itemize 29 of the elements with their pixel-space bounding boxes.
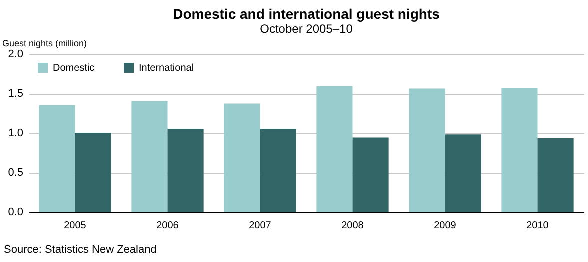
- bar: [502, 88, 538, 212]
- chart-title: Domestic and international guest nights: [173, 6, 440, 22]
- chart-subtitle: October 2005–10: [260, 22, 354, 36]
- x-tick-label: 2007: [249, 220, 272, 232]
- x-tick-label: 2005: [64, 220, 87, 232]
- source-note: Source: Statistics New Zealand: [4, 244, 157, 256]
- bar: [260, 129, 296, 212]
- bar: [75, 133, 112, 212]
- bar: [409, 88, 446, 212]
- bar: [224, 104, 260, 212]
- bar: [316, 86, 353, 212]
- y-tick-label: 2.0: [8, 48, 24, 60]
- y-tick-label: 1.0: [8, 128, 24, 140]
- legend-label: Domestic: [53, 63, 95, 74]
- y-tick-label: 1.5: [8, 88, 24, 100]
- y-tick-label: 0.5: [8, 167, 24, 179]
- x-tick-label: 2009: [434, 220, 457, 232]
- x-tick-label: 2008: [342, 220, 364, 232]
- legend-label: International: [139, 63, 194, 74]
- bar: [445, 134, 482, 212]
- bar: [168, 129, 204, 212]
- bar: [352, 138, 389, 212]
- bar: [132, 101, 168, 212]
- bar: [538, 138, 574, 212]
- x-tick-label: 2006: [156, 220, 180, 232]
- y-axis-title: Guest nights (million): [2, 38, 88, 48]
- x-tick-label: 2010: [526, 220, 550, 232]
- bar: [39, 105, 76, 212]
- y-tick-label: 0.0: [8, 206, 24, 218]
